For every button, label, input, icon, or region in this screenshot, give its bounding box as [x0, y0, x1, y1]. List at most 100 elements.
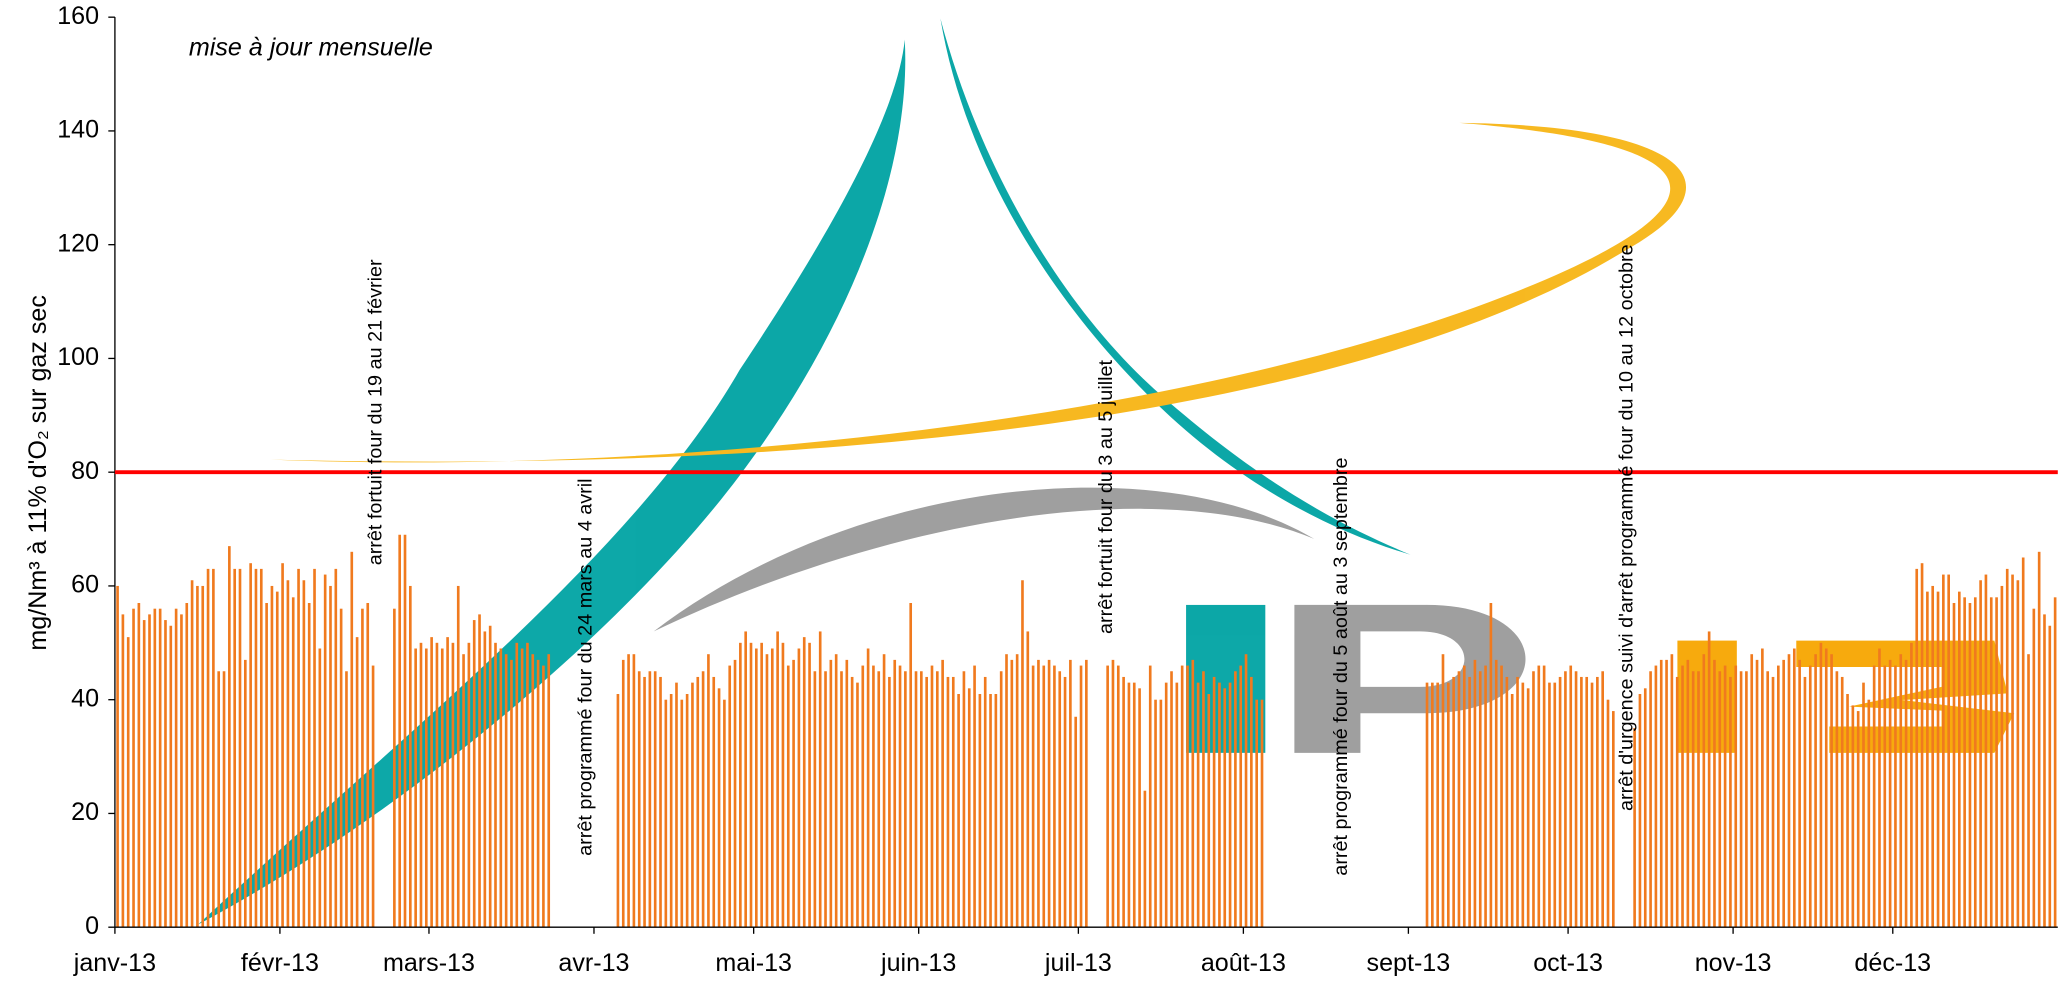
bar: [1612, 711, 1615, 928]
bar: [1707, 631, 1711, 928]
bar: [334, 568, 338, 928]
x-tick-label: avr-13: [558, 949, 629, 977]
bar: [1441, 654, 1445, 928]
y-axis-label: mg/Nm³ à 11% d'O₂ sur gaz sec: [24, 295, 52, 651]
bar: [1787, 654, 1791, 928]
bar: [1207, 694, 1211, 928]
bar: [1516, 676, 1519, 928]
bar: [882, 654, 886, 928]
bar: [1026, 631, 1030, 928]
x-tick-label: oct-13: [1533, 949, 1603, 977]
bar: [2032, 608, 2036, 928]
bar: [435, 642, 439, 928]
y-tick-label: 100: [57, 343, 99, 371]
bar: [664, 699, 668, 928]
bar: [1638, 694, 1642, 928]
bar: [802, 637, 806, 928]
bar: [446, 637, 449, 928]
bar: [1670, 654, 1674, 928]
bar: [1654, 665, 1658, 928]
bar: [1691, 671, 1695, 928]
bar: [1122, 676, 1125, 928]
annotation: arrêt fortuit four du 3 au 5 juillet: [1095, 359, 1117, 634]
bar: [1761, 648, 1764, 928]
bar: [1750, 654, 1754, 928]
bar: [696, 676, 700, 928]
bar: [1079, 665, 1083, 928]
bar: [898, 665, 902, 928]
bar: [1127, 682, 1131, 928]
bar: [355, 637, 359, 928]
bar: [419, 642, 423, 928]
bar: [733, 659, 737, 928]
bar: [281, 563, 284, 928]
x-tick-label: févr-13: [241, 949, 319, 977]
x-tick-label: août-13: [1201, 949, 1286, 977]
bar: [1745, 671, 1748, 928]
bar: [238, 568, 242, 928]
bar: [1106, 665, 1109, 928]
bar: [1989, 597, 1993, 928]
bar: [1995, 597, 1998, 928]
bar: [116, 585, 119, 928]
bar: [249, 563, 252, 928]
bar: [989, 694, 992, 928]
bar: [935, 671, 939, 928]
bar: [1649, 671, 1652, 928]
bar: [1947, 574, 1950, 928]
bar: [1792, 648, 1796, 928]
bar: [2016, 580, 2020, 928]
bar: [701, 671, 705, 928]
bar: [424, 648, 428, 928]
x-tick-label: juil-13: [1044, 949, 1112, 977]
bar: [1734, 665, 1738, 928]
bar: [1931, 585, 1935, 928]
bar: [275, 591, 279, 928]
bar: [132, 608, 135, 928]
bar: [1739, 671, 1743, 928]
bar: [1899, 654, 1903, 928]
bar: [1186, 665, 1189, 928]
bar: [158, 608, 162, 928]
bar: [169, 625, 173, 928]
bar: [1521, 682, 1525, 928]
bar: [1846, 694, 1849, 928]
bar: [409, 585, 412, 928]
bar: [526, 642, 529, 928]
bar: [403, 534, 407, 928]
bar: [1878, 648, 1881, 928]
bar: [201, 585, 205, 928]
bar: [1132, 682, 1136, 928]
bar: [888, 676, 891, 928]
subtitle: mise à jour mensuelle: [189, 33, 433, 61]
bar: [893, 659, 897, 928]
bar: [121, 614, 125, 928]
bar: [930, 665, 934, 928]
bar: [1558, 676, 1562, 928]
bar: [2053, 597, 2057, 928]
bar: [371, 665, 375, 928]
bar: [1154, 699, 1157, 928]
y-tick-label: 20: [71, 798, 99, 826]
bar: [1452, 676, 1455, 928]
bar: [1425, 682, 1429, 928]
bar: [1697, 671, 1700, 928]
bar: [627, 654, 630, 928]
bar: [978, 694, 982, 928]
bar: [467, 642, 471, 928]
bar: [941, 659, 944, 928]
y-tick-label: 80: [71, 457, 99, 485]
bar: [414, 648, 417, 928]
bar: [946, 676, 950, 928]
bar: [723, 699, 726, 928]
bar: [1159, 699, 1163, 928]
bar: [361, 608, 364, 928]
bar: [1952, 603, 1956, 928]
bar: [542, 665, 545, 928]
bar: [781, 642, 785, 928]
bar: [1894, 665, 1897, 928]
bar: [1681, 665, 1684, 928]
y-tick-label: 40: [71, 684, 99, 712]
bar: [1457, 671, 1461, 928]
bar: [1686, 659, 1690, 928]
